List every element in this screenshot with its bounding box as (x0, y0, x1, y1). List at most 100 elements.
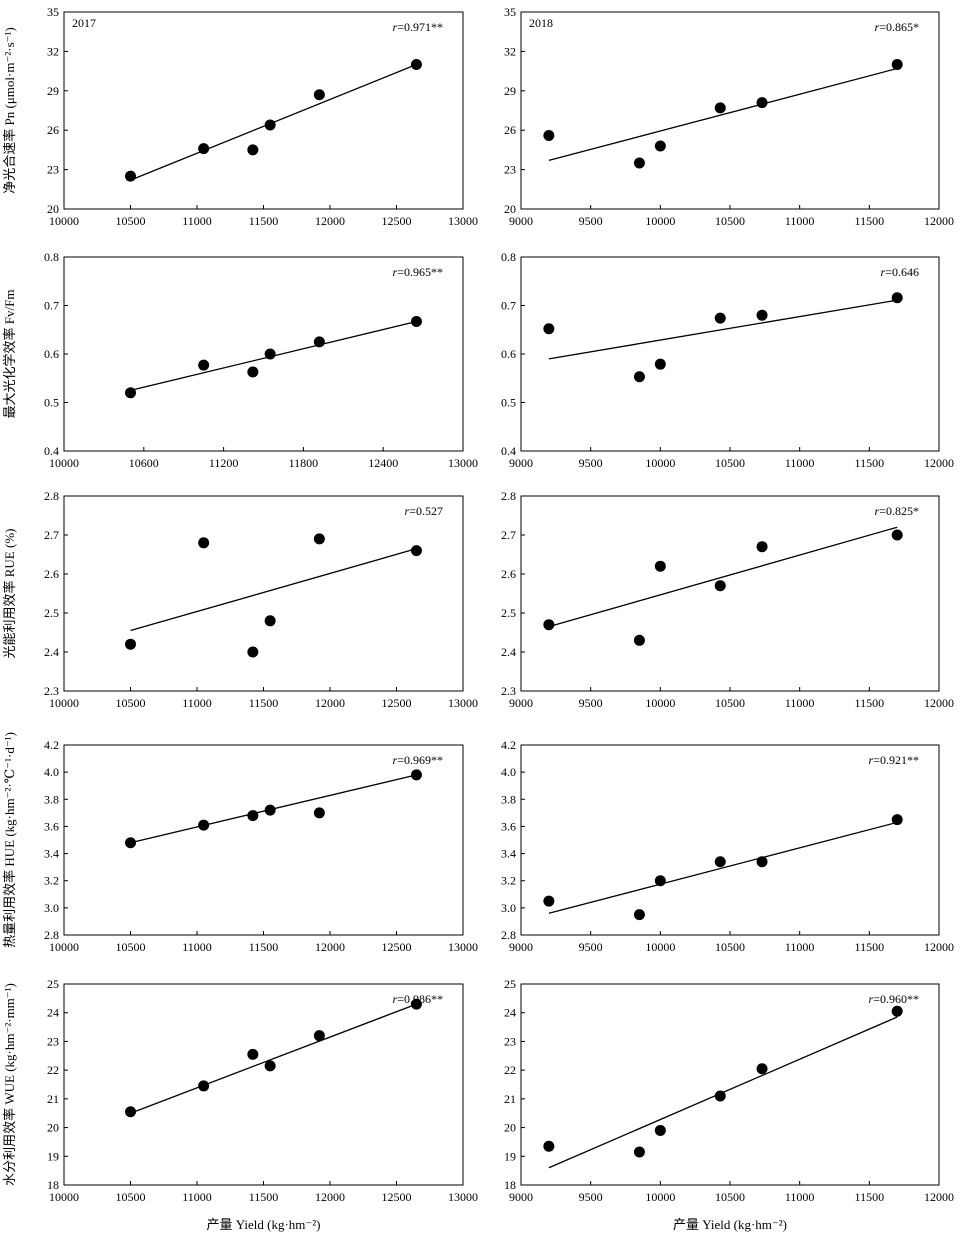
data-point (313, 533, 325, 545)
x-tick-label: 12000 (315, 940, 345, 954)
data-point (756, 309, 768, 321)
x-tick-label: 9000 (509, 1190, 533, 1204)
y-tick-label: 26 (504, 123, 516, 137)
x-tick-label: 10000 (645, 1190, 675, 1204)
data-point (198, 537, 210, 549)
chart-panel-10: 9000 9500 10000 10500 11000 11500 12000 18 19 20 2… (504, 977, 954, 1232)
correlation-annotation: r=0.825* (875, 504, 919, 518)
data-point (264, 119, 276, 131)
x-tick-label: 13000 (448, 696, 478, 710)
x-tick-label: 13000 (448, 456, 478, 470)
x-tick-label: 12000 (315, 1190, 345, 1204)
x-tick-label: 9000 (509, 940, 533, 954)
x-tick-label: 12000 (924, 214, 954, 228)
y-tick-label: 29 (47, 84, 59, 98)
data-point (714, 312, 726, 324)
y-tick-label: 24 (504, 1006, 516, 1020)
data-point (756, 1063, 768, 1075)
x-tick-label: 11000 (785, 696, 815, 710)
x-tick-label: 10500 (116, 940, 146, 954)
x-tick-label: 10500 (715, 696, 745, 710)
x-tick-label: 10500 (715, 940, 745, 954)
y-tick-label: 32 (47, 44, 59, 58)
y-tick-label: 2.3 (44, 684, 59, 698)
y-tick-label: 0.4 (501, 444, 516, 458)
y-tick-label: 23 (504, 1034, 516, 1048)
y-tick-label: 19 (47, 1149, 59, 1163)
regression-line (548, 67, 898, 162)
data-point (125, 387, 136, 399)
data-point (891, 814, 903, 826)
x-axis-label: 产量 Yield (kg·hm⁻²) (206, 1217, 320, 1232)
x-tick-label: 11800 (289, 456, 319, 470)
year-label: 2018 (529, 16, 553, 30)
y-tick-label: 4.2 (501, 738, 516, 752)
data-point (313, 336, 325, 348)
data-point (313, 807, 325, 819)
y-tick-label: 2.8 (501, 928, 516, 942)
x-tick-label: 10500 (116, 1190, 146, 1204)
x-tick-label: 10500 (715, 456, 745, 470)
data-point (891, 1005, 903, 1017)
y-tick-label: 2.5 (501, 606, 516, 620)
chart-panel-4: 9000 9500 10000 10500 11000 11500 12000 0.4 0.5 0… (501, 250, 954, 470)
y-tick-label: 35 (504, 5, 516, 19)
x-tick-label: 9000 (509, 456, 533, 470)
data-point (654, 875, 666, 887)
x-axis-label: 产量 Yield (kg·hm⁻²) (673, 1217, 787, 1232)
correlation-annotation: r=0.527 (405, 504, 443, 518)
y-tick-label: 19 (504, 1149, 516, 1163)
x-tick-label: 11500 (855, 214, 885, 228)
x-tick-label: 12000 (924, 696, 954, 710)
data-point (410, 769, 422, 781)
data-point (756, 97, 768, 109)
data-point (247, 366, 259, 378)
x-tick-label: 11500 (855, 456, 885, 470)
data-point (313, 1030, 325, 1042)
y-tick-label: 29 (504, 84, 516, 98)
x-tick-label: 13000 (448, 214, 478, 228)
y-tick-label: 3.2 (44, 874, 59, 888)
x-tick-label: 10500 (715, 214, 745, 228)
plot-frame (520, 983, 940, 1186)
y-tick-label: 23 (47, 1034, 59, 1048)
y-tick-label: 3.8 (501, 792, 516, 806)
data-point (247, 646, 259, 658)
plot-frame (63, 256, 464, 452)
x-tick-label: 13000 (448, 1190, 478, 1204)
data-point (247, 1048, 259, 1060)
x-tick-label: 11500 (855, 1190, 885, 1204)
x-tick-label: 12500 (382, 1190, 412, 1204)
data-point (247, 810, 259, 822)
y-tick-label: 20 (47, 202, 59, 216)
data-point (633, 909, 645, 921)
data-point (247, 144, 259, 156)
x-tick-label: 10000 (645, 456, 675, 470)
x-tick-label: 12000 (315, 214, 345, 228)
plot-frame (63, 983, 464, 1186)
x-tick-label: 11200 (209, 456, 239, 470)
data-point (756, 856, 768, 868)
x-tick-label: 11500 (249, 940, 279, 954)
data-point (410, 59, 422, 71)
chart-panel-3: 10000 10600 11200 11800 12400 13000 0.4 0.5 0.6 0… (2, 250, 478, 470)
correlation-annotation: r=0.921** (869, 753, 919, 767)
data-point (714, 1090, 726, 1102)
y-axis-label: 光能利用效率 RUE (%) (2, 529, 17, 659)
x-tick-label: 12500 (382, 940, 412, 954)
y-axis-label: 最大光化学效率 Fv/Fm (2, 290, 17, 419)
y-tick-label: 3.0 (44, 901, 59, 915)
data-point (654, 1124, 666, 1136)
y-tick-label: 4.2 (44, 738, 59, 752)
y-tick-label: 2.8 (44, 489, 59, 503)
x-tick-label: 11500 (249, 696, 279, 710)
y-tick-label: 22 (47, 1063, 59, 1077)
y-tick-label: 20 (504, 202, 516, 216)
data-point (198, 143, 210, 155)
correlation-annotation: r=0.971** (393, 20, 443, 34)
x-tick-label: 9500 (579, 1190, 603, 1204)
data-point (714, 580, 726, 592)
x-tick-label: 11000 (182, 214, 212, 228)
data-point (264, 804, 276, 816)
y-tick-label: 26 (47, 123, 59, 137)
